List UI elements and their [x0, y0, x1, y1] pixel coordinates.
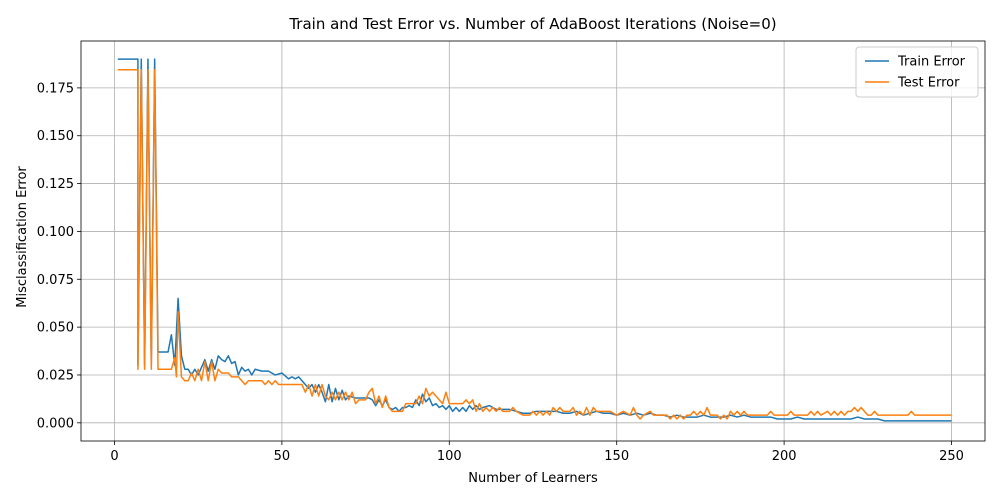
y-axis-label: Misclassification Error — [15, 166, 30, 308]
series-line-test-error — [117, 68, 952, 420]
y-tick-label: 0.125 — [37, 177, 74, 192]
series-line-train-error — [117, 58, 952, 422]
y-tick-label: 0.000 — [37, 416, 74, 431]
y-axis-ticks: 0.000 0.025 0.050 0.075 0.100 0.125 0.150 0.175 — [37, 81, 81, 431]
y-tick-label: 0.025 — [37, 368, 74, 383]
x-axis-label: Number of Learners — [468, 471, 598, 486]
x-tick-label: 50 — [274, 449, 291, 464]
plot-area: 0 50 100 150 200 250 0.000 0.025 0.050 0.075 0.10… — [37, 40, 986, 464]
x-tick-label: 100 — [437, 449, 462, 464]
legend-label: Test Error — [897, 76, 960, 91]
y-tick-label: 0.050 — [37, 321, 74, 336]
y-tick-label: 0.150 — [37, 129, 74, 144]
series-layer — [117, 58, 952, 422]
x-tick-label: 250 — [939, 449, 964, 464]
legend-box — [855, 46, 979, 98]
x-tick-label: 0 — [110, 449, 118, 464]
legend-label: Train Error — [897, 55, 966, 70]
axes-frame — [80, 40, 986, 442]
y-tick-label: 0.100 — [37, 225, 74, 240]
x-axis-ticks: 0 50 100 150 200 250 — [110, 441, 964, 464]
grid-lines — [81, 41, 985, 441]
x-tick-label: 150 — [604, 449, 629, 464]
chart-title: Train and Test Error vs. Number of AdaBo… — [288, 15, 776, 33]
x-tick-label: 200 — [772, 449, 797, 464]
y-tick-label: 0.075 — [37, 273, 74, 288]
y-tick-label: 0.175 — [37, 81, 74, 96]
legend: Train Error Test Error — [855, 46, 979, 98]
